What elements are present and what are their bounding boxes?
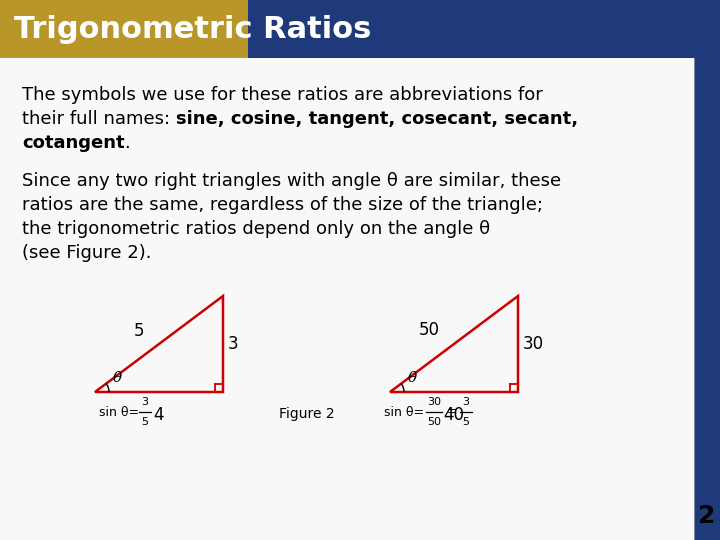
Text: their full names:: their full names: bbox=[22, 110, 176, 128]
Text: .: . bbox=[125, 134, 130, 152]
Text: θ: θ bbox=[113, 371, 122, 385]
Text: The symbols we use for these ratios are abbreviations for: The symbols we use for these ratios are … bbox=[22, 86, 543, 104]
Text: 3: 3 bbox=[228, 335, 238, 353]
Text: (see Figure 2).: (see Figure 2). bbox=[22, 245, 151, 262]
Bar bbox=[0, 0, 248, 58]
Text: θ: θ bbox=[408, 371, 417, 385]
Text: cotangent: cotangent bbox=[22, 134, 125, 152]
Text: Figure 2: Figure 2 bbox=[279, 407, 334, 421]
Text: sin θ=: sin θ= bbox=[384, 406, 424, 419]
Text: 50: 50 bbox=[427, 417, 441, 427]
Text: 3: 3 bbox=[462, 397, 469, 407]
Text: 3: 3 bbox=[142, 397, 148, 407]
Text: sine, cosine, tangent, cosecant, secant,: sine, cosine, tangent, cosecant, secant, bbox=[176, 110, 578, 128]
Text: 40: 40 bbox=[444, 406, 464, 424]
Text: 30: 30 bbox=[427, 397, 441, 407]
Text: 4: 4 bbox=[154, 406, 164, 424]
Bar bbox=[0, 58, 694, 540]
Text: 50: 50 bbox=[418, 321, 439, 339]
Text: 2: 2 bbox=[698, 504, 716, 528]
Text: 5: 5 bbox=[142, 417, 148, 427]
Text: the trigonometric ratios depend only on the angle θ: the trigonometric ratios depend only on … bbox=[22, 220, 490, 238]
Text: 30: 30 bbox=[523, 335, 544, 353]
Text: =: = bbox=[446, 406, 457, 419]
Text: sin θ=: sin θ= bbox=[99, 406, 139, 419]
Bar bbox=[694, 0, 720, 540]
Text: Since any two right triangles with angle θ are similar, these: Since any two right triangles with angle… bbox=[22, 172, 561, 191]
Text: ratios are the same, regardless of the size of the triangle;: ratios are the same, regardless of the s… bbox=[22, 197, 543, 214]
Bar bbox=[248, 0, 694, 58]
Text: 5: 5 bbox=[134, 322, 144, 340]
Text: Trigonometric Ratios: Trigonometric Ratios bbox=[14, 15, 372, 44]
Text: 5: 5 bbox=[462, 417, 469, 427]
